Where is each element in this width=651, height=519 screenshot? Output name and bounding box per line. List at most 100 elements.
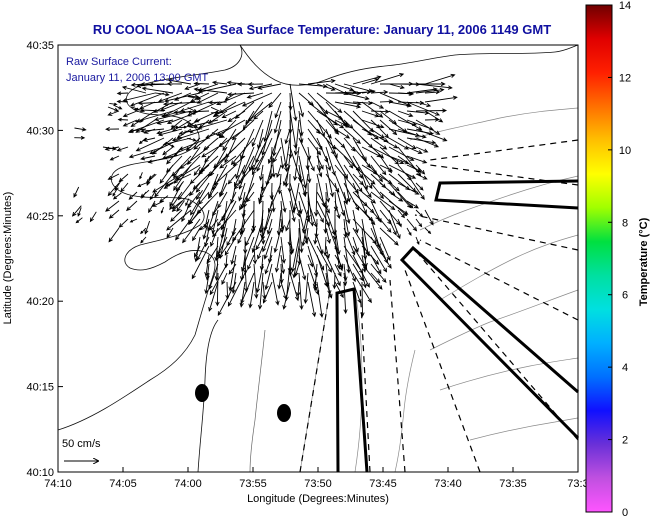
current-vector bbox=[388, 164, 417, 179]
current-vector bbox=[257, 83, 282, 90]
current-vector bbox=[415, 218, 423, 228]
current-vector bbox=[231, 119, 255, 141]
current-vector bbox=[293, 119, 300, 156]
colorbar-tick-label: 6 bbox=[622, 290, 628, 302]
current-vector bbox=[197, 83, 237, 94]
current-vector bbox=[406, 146, 423, 155]
current-vector bbox=[116, 91, 129, 96]
current-vector bbox=[370, 73, 405, 85]
current-vector-field bbox=[71, 73, 458, 318]
current-vector bbox=[216, 92, 246, 106]
current-vector bbox=[397, 182, 420, 195]
current-vector bbox=[131, 106, 145, 113]
current-vector bbox=[208, 281, 219, 312]
current-vector bbox=[73, 186, 80, 198]
current-vector bbox=[187, 122, 199, 128]
current-vector bbox=[195, 190, 203, 201]
current-vector bbox=[190, 182, 210, 216]
current-vector bbox=[388, 209, 401, 240]
current-vector bbox=[237, 227, 246, 245]
current-vector bbox=[213, 164, 237, 186]
current-vector bbox=[245, 227, 255, 247]
current-vector bbox=[424, 117, 440, 122]
current-vector bbox=[415, 182, 424, 191]
current-vector bbox=[189, 182, 201, 197]
current-vector bbox=[334, 263, 342, 277]
current-vector bbox=[325, 164, 335, 198]
current-vector bbox=[234, 164, 246, 187]
current-vector bbox=[280, 254, 286, 275]
y-axis-label: Latitude (Degrees:Minutes) bbox=[2, 192, 14, 325]
current-vector bbox=[185, 198, 190, 207]
current-vector bbox=[176, 128, 192, 139]
current-vector bbox=[370, 191, 396, 211]
current-vector bbox=[215, 272, 220, 307]
current-vector bbox=[135, 137, 165, 152]
current-vector bbox=[189, 173, 201, 185]
current-vector bbox=[193, 128, 219, 150]
current-vector bbox=[193, 81, 210, 86]
current-vector bbox=[267, 128, 282, 165]
y-tick-label: 40:20 bbox=[26, 296, 54, 308]
current-vector bbox=[166, 209, 192, 231]
current-vector bbox=[301, 209, 309, 234]
current-vector bbox=[406, 200, 419, 209]
current-vector bbox=[379, 137, 399, 149]
station-marker-2 bbox=[277, 404, 291, 422]
current-vector bbox=[242, 101, 264, 130]
current-vector bbox=[388, 218, 397, 236]
current-vector bbox=[424, 227, 432, 235]
current-vector bbox=[397, 191, 414, 209]
current-vector bbox=[334, 101, 362, 109]
current-vector bbox=[334, 164, 359, 194]
current-vector bbox=[105, 200, 120, 212]
current-vector bbox=[211, 209, 219, 235]
current-vector bbox=[307, 78, 336, 85]
current-vector bbox=[226, 227, 237, 247]
current-vector bbox=[211, 132, 226, 139]
current-vector bbox=[210, 106, 224, 114]
current-vector bbox=[186, 191, 201, 209]
current-vector bbox=[325, 155, 332, 172]
current-vector bbox=[397, 146, 422, 177]
current-vector bbox=[251, 218, 264, 254]
x-tick-label: 73:45 bbox=[369, 478, 397, 490]
colorbar bbox=[585, 4, 613, 513]
current-vector bbox=[162, 101, 201, 107]
current-vector bbox=[217, 281, 237, 316]
current-vector bbox=[71, 205, 82, 217]
current-vector bbox=[212, 209, 237, 238]
current-vector bbox=[262, 227, 273, 253]
current-vector bbox=[198, 191, 210, 205]
current-vector bbox=[138, 101, 165, 106]
current-vector bbox=[307, 254, 314, 268]
current-vector bbox=[343, 92, 370, 101]
current-vector bbox=[173, 155, 201, 184]
current-vector bbox=[285, 218, 291, 232]
current-vector bbox=[424, 110, 444, 123]
current-vector bbox=[204, 137, 228, 163]
current-vector bbox=[293, 146, 300, 182]
current-vector bbox=[209, 263, 228, 296]
current-vector bbox=[261, 209, 273, 241]
current-vector bbox=[406, 164, 422, 172]
current-vector bbox=[173, 150, 181, 157]
current-vector bbox=[117, 117, 129, 122]
current-vector bbox=[161, 146, 192, 160]
current-vector bbox=[216, 119, 246, 136]
current-vector bbox=[257, 245, 264, 260]
current-vector bbox=[316, 173, 326, 208]
current-vector bbox=[193, 166, 201, 176]
current-vector bbox=[137, 182, 147, 187]
x-tick-label: 73:3 bbox=[567, 478, 588, 490]
current-vector bbox=[325, 182, 331, 203]
current-vector bbox=[343, 200, 351, 225]
current-vector bbox=[370, 209, 380, 221]
current-vector bbox=[166, 227, 174, 239]
current-vector bbox=[263, 110, 273, 143]
y-tick-label: 40:15 bbox=[26, 382, 54, 394]
current-vector bbox=[169, 191, 183, 211]
colorbar-tick-label: 4 bbox=[622, 362, 628, 374]
current-vector bbox=[282, 164, 291, 187]
current-vector bbox=[164, 173, 192, 187]
